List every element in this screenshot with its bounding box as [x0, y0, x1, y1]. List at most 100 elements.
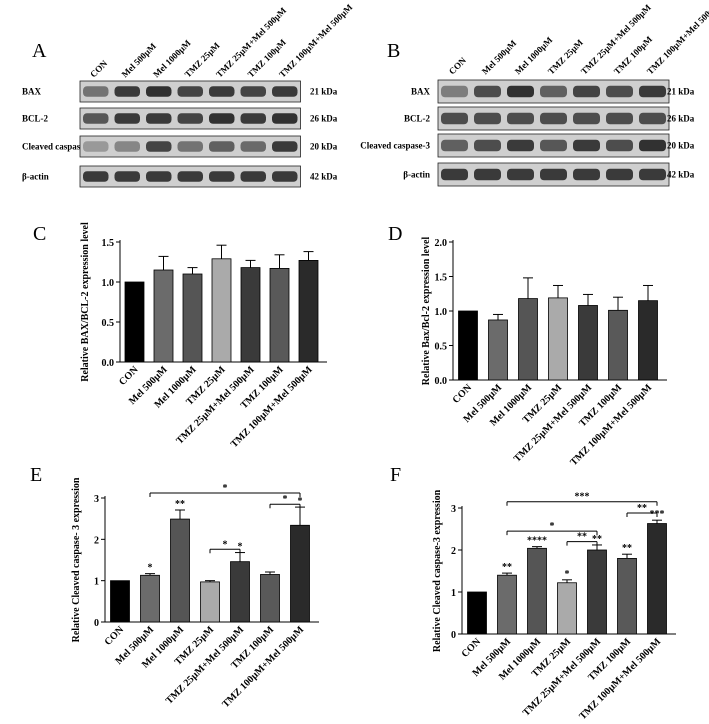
blot-band: [146, 171, 172, 182]
blot-column-header: TMZ 100μM+Mel 500μM: [277, 2, 355, 80]
blot-band: [114, 86, 140, 97]
y-axis-label: Relative Bax/Bcl-2 expression level: [421, 237, 432, 386]
bar: [527, 547, 547, 635]
blot-band: [573, 85, 600, 98]
blot-kda-label: 20 kDa: [667, 141, 695, 151]
blot-band: [209, 171, 235, 182]
panel-label-a: A: [32, 40, 47, 62]
bar: [647, 523, 667, 635]
blot-band: [114, 141, 140, 152]
significance-star: **: [175, 499, 185, 510]
blot-band: [507, 168, 534, 181]
blot-column-header: CON: [88, 58, 110, 80]
blot-band: [606, 139, 633, 152]
blot-band: [474, 112, 501, 125]
blot-band: [272, 171, 298, 182]
blot-band: [639, 139, 666, 152]
blot-row-label: β-actin: [22, 172, 49, 182]
blot-band: [606, 168, 633, 181]
y-axis-label: Relative BAX/BCL-2 expression level: [80, 222, 91, 382]
significance-star: *: [148, 563, 153, 574]
blot-row-label: BAX: [22, 87, 42, 97]
blot-band: [240, 86, 266, 97]
blot-band: [240, 141, 266, 152]
bar: [458, 310, 478, 381]
blot-band: [639, 85, 666, 98]
blot-band: [209, 113, 235, 124]
bar: [200, 581, 220, 623]
significance-label: *: [223, 483, 228, 494]
blot-band: [639, 112, 666, 125]
blot-band: [573, 139, 600, 152]
bar: [518, 298, 538, 381]
blot-band: [83, 86, 109, 97]
blot-band: [540, 168, 567, 181]
blot-band: [474, 168, 501, 181]
blot-band: [209, 86, 235, 97]
blot-band: [441, 85, 468, 98]
blot-band: [272, 86, 298, 97]
blot-band: [209, 141, 235, 152]
blot-band: [540, 85, 567, 98]
bar: [140, 574, 160, 623]
blot-row-label: BAX: [411, 87, 431, 97]
bar: [230, 561, 250, 623]
blot-band: [639, 168, 666, 181]
blot-band: [441, 112, 468, 125]
bar: [269, 268, 290, 363]
x-tick-label: CON: [460, 636, 484, 660]
bar: [608, 309, 628, 381]
significance-label: **: [577, 532, 587, 543]
bar-chart-e: 0 1 2 3 Relative Cleaved caspase- 3 expressi…: [71, 477, 319, 710]
blot-band: [507, 112, 534, 125]
y-axis-label: Relative Cleaved caspase-3 expression: [432, 489, 443, 652]
x-tick-label: CON: [117, 364, 141, 388]
blot-band: [540, 112, 567, 125]
blot-band: [606, 112, 633, 125]
blot-band: [507, 139, 534, 152]
bar: [110, 580, 130, 623]
bar: [182, 273, 203, 363]
bar: [548, 297, 568, 381]
y-tick-label: 1.5: [435, 273, 448, 284]
y-tick-label: 0.0: [435, 376, 448, 387]
bar: [290, 524, 310, 623]
blot-band: [177, 113, 203, 124]
bar: [587, 549, 607, 635]
blot-band: [474, 85, 501, 98]
blot-kda-label: 42 kDa: [310, 172, 338, 182]
blot-band: [474, 139, 501, 152]
bar: [124, 281, 145, 363]
significance-star: **: [502, 562, 512, 573]
y-tick-label: 0.0: [102, 358, 115, 369]
blot-band: [507, 85, 534, 98]
blot-band: [272, 113, 298, 124]
blot-band: [146, 86, 172, 97]
blot-row-label: BCL-2: [22, 114, 49, 124]
panel-label-c: C: [33, 223, 47, 245]
blot-kda-label: 20 kDa: [310, 142, 338, 152]
blot-band: [114, 113, 140, 124]
x-tick-label: CON: [451, 382, 475, 406]
x-tick-label: CON: [103, 624, 127, 648]
y-tick-label: 0.5: [435, 342, 448, 353]
y-tick-label: 1.5: [102, 238, 115, 249]
y-tick-label: 0.5: [102, 318, 115, 329]
blot-band: [83, 141, 109, 152]
blot-kda-label: 26 kDa: [310, 114, 338, 124]
y-axis-label: Relative Cleaved caspase- 3 expression: [71, 477, 82, 642]
blot-band: [83, 113, 109, 124]
blot-column-header: TMZ 100μM+Mel 500μM: [645, 0, 709, 76]
blot-band: [83, 171, 109, 182]
significance-label: **: [637, 503, 647, 514]
y-tick-label: 0: [451, 630, 456, 641]
bar: [240, 267, 261, 363]
blot-band: [177, 171, 203, 182]
significance-label: *: [223, 539, 228, 550]
blot-kda-label: 21 kDa: [310, 87, 338, 97]
blot-kda-label: 26 kDa: [667, 114, 695, 124]
bar: [467, 591, 487, 635]
